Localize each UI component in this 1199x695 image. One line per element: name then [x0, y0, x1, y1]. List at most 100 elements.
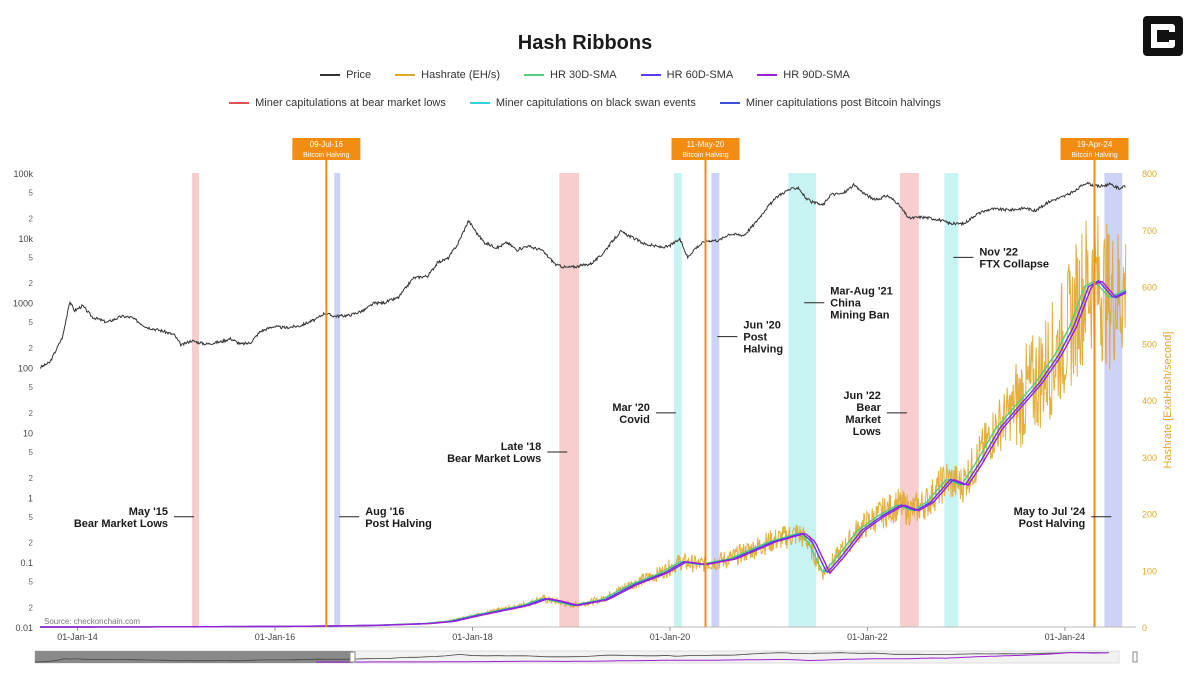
legend-label-hr60: HR 60D-SMA: [666, 69, 734, 81]
y-left-minor-tick-label: 2: [29, 474, 34, 483]
price-series-line: [39, 181, 1126, 369]
legend-item-hr60[interactable]: HR 60D-SMA: [640, 69, 734, 81]
annotation-label: Halving: [743, 344, 783, 356]
annotation-label: Nov '22: [979, 246, 1018, 258]
halving-tag: [292, 138, 361, 160]
capitulation-band-bear: [192, 173, 199, 627]
y-left-minor-tick-label: 5: [29, 448, 34, 457]
legend-swatch-hashrate: [395, 74, 416, 76]
annotation-label: Covid: [619, 414, 650, 426]
x-tick-label: 01-Jan-24: [1045, 632, 1086, 642]
capitulation-band-swan: [673, 173, 682, 627]
halving-tag: [1060, 138, 1129, 160]
navigator-handle-left[interactable]: [349, 651, 356, 663]
halving-date-label: 09-Jul-16: [310, 140, 344, 149]
annotation-label: Post: [743, 332, 767, 344]
legend-series: Price Hashrate (EH/s) HR 30D-SMA HR 60D-…: [0, 69, 1170, 81]
x-tick-label: 01-Jan-14: [57, 632, 98, 642]
legend-swatch-halving: [719, 102, 740, 104]
legend-item-hashrate[interactable]: Hashrate (EH/s): [395, 69, 500, 81]
y-left-minor-tick-label: 5: [29, 383, 34, 392]
legend-label-halving: Miner capitulations post Bitcoin halving…: [745, 97, 941, 109]
source-label: Source: checkonchain.com: [44, 617, 140, 626]
y-right-tick-label: 200: [1142, 510, 1157, 520]
y-left-tick-label: 10k: [18, 234, 33, 244]
navigator-price-line: [34, 652, 1110, 663]
legend-label-bear: Miner capitulations at bear market lows: [255, 97, 446, 109]
annotation-label: China: [830, 298, 861, 310]
y-left-tick-label: 0.01: [15, 623, 33, 633]
y-left-minor-tick-label: 2: [29, 603, 34, 612]
capitulation-band-swan: [944, 173, 959, 627]
legend-capitulations: Miner capitulations at bear market lows …: [0, 97, 1170, 109]
legend-swatch-hr60: [640, 74, 661, 76]
annotation-label: May to Jul '24: [1014, 506, 1087, 518]
legend-item-price[interactable]: Price: [320, 69, 371, 81]
y-left-minor-tick-label: 2: [29, 344, 34, 353]
y-right-tick-label: 400: [1142, 396, 1157, 406]
y-right-tick-label: 700: [1142, 226, 1157, 236]
y-right-tick-label: 500: [1142, 339, 1157, 349]
y-right-tick-label: 300: [1142, 453, 1157, 463]
halving-caption-label: Bitcoin Halving: [682, 152, 728, 159]
annotation-label: Aug '16: [365, 506, 404, 518]
annotation-label: Lows: [853, 426, 881, 438]
legend-swatch-hr90: [757, 74, 778, 76]
x-tick-label: 01-Jan-20: [650, 632, 691, 642]
y-left-minor-tick-label: 2: [29, 409, 34, 418]
legend-item-hr90[interactable]: HR 90D-SMA: [757, 69, 850, 81]
capitulation-band-halving: [334, 173, 341, 627]
y-left-tick-label: 1000: [13, 299, 33, 309]
annotation-label: Bear Market Lows: [74, 518, 168, 530]
legend-label-hr30: HR 30D-SMA: [550, 69, 617, 81]
legend-swatch-price: [320, 74, 341, 76]
navigator-handle-right[interactable]: [1132, 651, 1138, 663]
x-tick-label: 01-Jan-18: [452, 632, 493, 642]
annotation-label: Market: [845, 414, 881, 426]
x-tick-label: 01-Jan-16: [255, 632, 296, 642]
legend-label-hashrate: Hashrate (EH/s): [421, 69, 501, 81]
halving-caption-label: Bitcoin Halving: [1071, 152, 1117, 159]
capitulation-band-bear: [900, 173, 919, 627]
annotation-label: Mar '20: [612, 402, 649, 414]
annotation-label: FTX Collapse: [979, 258, 1049, 270]
hr-90d-sma-line: [40, 280, 1127, 628]
y-left-tick-label: 10: [23, 428, 33, 438]
y-right-tick-label: 100: [1142, 566, 1157, 576]
halving-tag: [671, 138, 740, 160]
navigator-hashrate-line: [316, 652, 1108, 663]
checkonchain-logo-icon: [1143, 16, 1183, 56]
capitulation-band-halving: [711, 173, 720, 627]
hr-60d-sma-line: [40, 279, 1127, 628]
annotation-label: May '15: [129, 506, 168, 518]
y-right-axis-title: Hashrate [ExaHash/second]: [1162, 332, 1174, 469]
annotation-label: Mining Ban: [830, 310, 890, 322]
hashrate-series-line: [393, 215, 1127, 626]
legend-item-bear[interactable]: Miner capitulations at bear market lows: [229, 97, 446, 109]
legend-label-hr90: HR 90D-SMA: [783, 69, 850, 81]
annotation-label: Mar-Aug '21: [830, 286, 893, 298]
annotation-label: Bear Market Lows: [447, 453, 541, 465]
navigator-selection: [35, 651, 353, 663]
annotation-label: Post Halving: [1019, 518, 1086, 530]
legend-item-halving[interactable]: Miner capitulations post Bitcoin halving…: [719, 97, 941, 109]
y-left-minor-tick-label: 5: [29, 318, 34, 327]
annotation-label: Jun '22: [843, 390, 880, 402]
legend-item-hr30[interactable]: HR 30D-SMA: [524, 69, 617, 81]
halving-date-label: 11-May-20: [687, 140, 725, 149]
annotation-label: Post Halving: [365, 518, 432, 530]
annotation-label: Bear: [856, 402, 881, 414]
y-left-minor-tick-label: 5: [29, 578, 34, 587]
chart-title: Hash Ribbons: [517, 32, 653, 54]
annotation-label: Late '18: [501, 441, 542, 453]
y-left-minor-tick-label: 5: [29, 253, 34, 262]
legend-item-swan[interactable]: Miner capitulations on black swan events: [469, 97, 696, 109]
y-left-minor-tick-label: 5: [29, 189, 34, 198]
y-left-tick-label: 100: [18, 364, 33, 374]
halving-date-label: 19-Apr-24: [1077, 140, 1113, 149]
capitulation-band-bear: [559, 173, 580, 627]
y-left-minor-tick-label: 2: [29, 539, 34, 548]
legend-label-swan: Miner capitulations on black swan events: [495, 97, 696, 109]
